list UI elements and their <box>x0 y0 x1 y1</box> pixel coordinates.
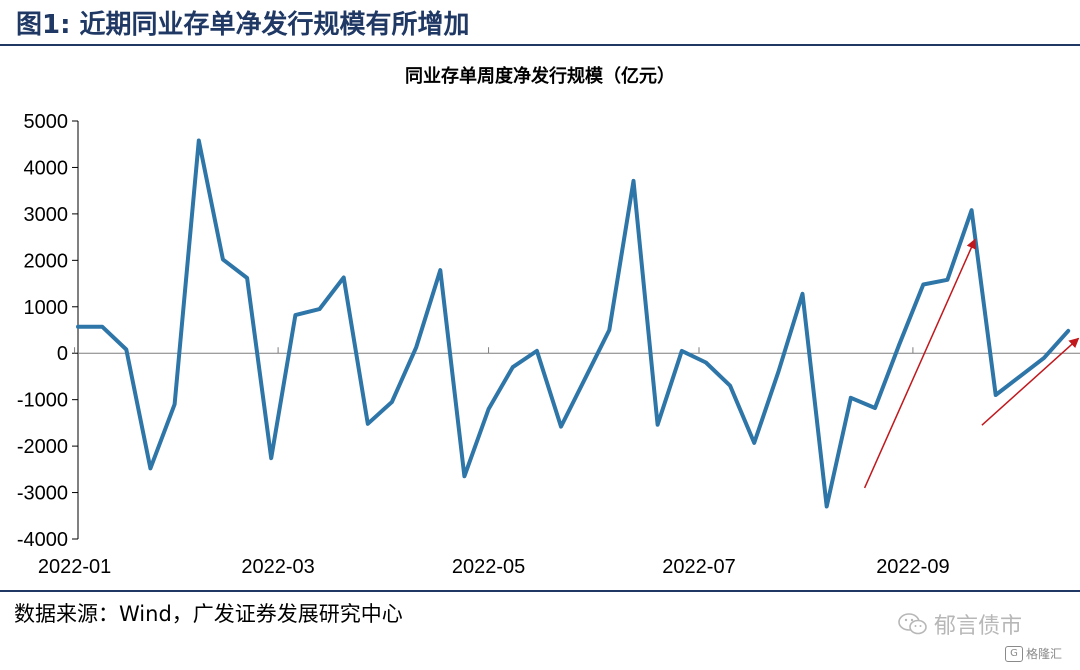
y-tick-label: 4000 <box>24 157 69 179</box>
g-icon: G <box>1005 645 1023 662</box>
y-tick-label: -3000 <box>17 483 68 505</box>
x-tick-label: 2022-01 <box>38 556 111 578</box>
figure-header: 图1: 近期同业存单净发行规模有所增加 <box>0 0 1080 44</box>
footer-divider <box>0 590 1080 592</box>
y-tick-label: 1000 <box>24 297 69 319</box>
y-tick-label: 2000 <box>24 250 69 272</box>
y-tick-label: -4000 <box>17 529 68 551</box>
line-chart: -4000 -3000 -2000 -1000 0 1000 2000 3000 4000 500… <box>17 111 1080 578</box>
y-tick-label: -2000 <box>17 436 68 458</box>
series-line <box>76 138 1071 509</box>
x-tick-label: 2022-07 <box>662 556 735 578</box>
chart-title: 同业存单周度净发行规模（亿元） <box>405 66 675 87</box>
x-tick-label: 2022-05 <box>452 556 525 578</box>
y-tick-label: 5000 <box>24 111 69 133</box>
header-divider <box>0 44 1080 46</box>
source-note: 数据来源：Wind，广发证券发展研究中心 <box>14 602 403 626</box>
watermark: 郁言债市 <box>898 608 1022 640</box>
trend-arrow <box>981 337 1080 426</box>
wechat-icon <box>898 612 928 636</box>
badge-text: 格隆汇 <box>1026 647 1063 661</box>
x-tick-label: 2022-09 <box>876 556 949 578</box>
badge: G 格隆汇 <box>1005 645 1062 662</box>
trend-arrow <box>863 238 976 489</box>
y-tick-label: -1000 <box>17 390 68 412</box>
x-tick-label: 2022-03 <box>241 556 314 578</box>
y-tick-label: 0 <box>57 343 68 365</box>
y-tick-label: 3000 <box>24 204 69 226</box>
watermark-text: 郁言债市 <box>934 614 1023 639</box>
figure-title: 图1: 近期同业存单净发行规模有所增加 <box>16 10 470 40</box>
